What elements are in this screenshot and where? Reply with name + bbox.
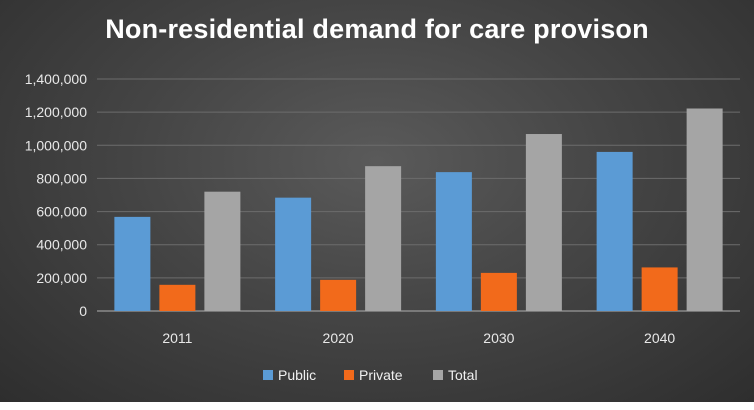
legend-swatch-public bbox=[263, 370, 273, 380]
x-tick-label: 2030 bbox=[483, 330, 514, 346]
y-tick-label: 1,200,000 bbox=[25, 104, 87, 120]
bar-total bbox=[686, 108, 723, 311]
y-tick-label: 0 bbox=[79, 303, 87, 319]
legend-swatch-total bbox=[433, 370, 443, 380]
bar-total bbox=[204, 191, 241, 311]
legend-label-private: Private bbox=[359, 367, 403, 383]
y-tick-label: 200,000 bbox=[36, 270, 87, 286]
bar-public bbox=[435, 172, 472, 311]
bar-public bbox=[596, 151, 633, 311]
chart-title: Non-residential demand for care provison bbox=[105, 14, 649, 44]
x-tick-label: 2011 bbox=[162, 330, 192, 346]
bar-private bbox=[320, 279, 357, 311]
y-tick-label: 1,000,000 bbox=[25, 137, 87, 153]
y-tick-label: 800,000 bbox=[36, 170, 87, 186]
y-tick-label: 1,400,000 bbox=[25, 71, 87, 87]
bar-public bbox=[114, 216, 151, 311]
y-tick-label: 600,000 bbox=[36, 204, 87, 220]
x-tick-label: 2020 bbox=[323, 330, 354, 346]
bottom-margin bbox=[0, 402, 754, 410]
bar-public bbox=[275, 197, 312, 311]
x-tick-label: 2040 bbox=[644, 330, 675, 346]
bar-private bbox=[641, 267, 678, 311]
bar-private bbox=[480, 272, 517, 311]
bar-private bbox=[159, 284, 196, 311]
y-tick-label: 400,000 bbox=[36, 237, 87, 253]
bar-total bbox=[365, 166, 402, 311]
legend-swatch-private bbox=[344, 370, 354, 380]
legend-label-public: Public bbox=[278, 367, 316, 383]
legend-label-total: Total bbox=[448, 367, 478, 383]
bar-total bbox=[525, 134, 562, 311]
